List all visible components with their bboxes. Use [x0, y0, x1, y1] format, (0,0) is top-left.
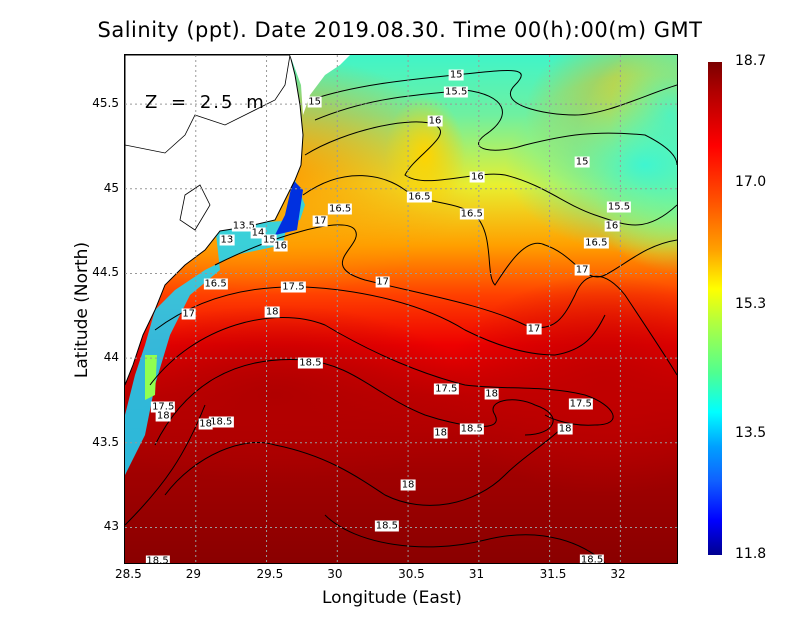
- contour-label: 18.5: [298, 357, 323, 369]
- contour-label: 17: [181, 308, 197, 320]
- contour-label: 16.5: [584, 237, 609, 249]
- y-tick-label: 44: [103, 350, 119, 365]
- contour-label: 17: [574, 264, 590, 276]
- contour-label: 16.5: [407, 191, 432, 203]
- contour-label: 16: [470, 171, 485, 183]
- contour-label: 15: [261, 234, 277, 246]
- contour-label: 16: [604, 220, 620, 232]
- contour-label: 18: [433, 427, 448, 439]
- coastal-blue-patch: [275, 180, 303, 235]
- contour-label: 18: [264, 306, 280, 318]
- contour-label: 16.5: [203, 278, 228, 290]
- x-tick-label: 30.5: [398, 567, 425, 581]
- x-tick-label: 28.5: [115, 567, 142, 581]
- contour-label: 15: [307, 96, 323, 108]
- x-tick-label: 30: [327, 567, 343, 581]
- y-tick-label: 43: [103, 519, 119, 534]
- contour-label: 15.5: [444, 86, 469, 98]
- colorbar-tick-label: 17.0: [735, 174, 767, 191]
- y-axis-title: Latitude (North): [72, 241, 92, 379]
- contour-label: 18.5: [145, 555, 170, 563]
- x-axis-title: Longitude (East): [322, 588, 462, 608]
- contour-label: 15: [574, 156, 590, 168]
- contour-label: 18: [484, 388, 499, 400]
- contour-label: 18: [155, 410, 171, 422]
- land-lake-coast: [179, 184, 211, 231]
- contour-label: 16: [427, 115, 443, 127]
- y-tick-label: 43.5: [92, 434, 119, 449]
- x-tick-label: 32: [610, 567, 626, 581]
- colorbar-tick-label: 18.7: [735, 53, 767, 69]
- contour-label: 15.5: [606, 201, 632, 213]
- colorbar-tick-label: 13.5: [735, 424, 767, 441]
- contour-label: 18.5: [209, 416, 234, 428]
- contour-label: 18.5: [579, 554, 605, 563]
- contour-label: 17.5: [568, 398, 593, 410]
- contour-label: 18: [400, 479, 416, 491]
- salinity-map: 15 15 15.5 16 15 16 16.5 16.5 17 16.5 15.5 16 16.5 17…: [125, 55, 677, 563]
- colorbar: [708, 62, 722, 555]
- coastal-low-salinity: [125, 180, 305, 475]
- x-tick-label: 29: [185, 567, 202, 581]
- colorbar-tick-label: 15.3: [735, 295, 767, 312]
- contour-label: 14: [250, 227, 266, 239]
- contour-label: 17: [375, 276, 390, 288]
- contour-label: 17: [312, 215, 328, 227]
- colorbar-tick-label: 11.8: [735, 546, 767, 562]
- contour-label: 18.5: [459, 423, 484, 435]
- y-tick-label: 44.5: [92, 265, 119, 280]
- contour-label: 17.5: [434, 383, 459, 395]
- x-tick-label: 29.5: [256, 567, 284, 581]
- contour-label: 16.5: [459, 208, 484, 220]
- contour-label: 17.5: [151, 401, 176, 413]
- land-white-north: [290, 55, 350, 115]
- contour-label: 16.5: [327, 203, 353, 215]
- contour-lines: [125, 70, 677, 563]
- contour-label: 13: [219, 234, 235, 246]
- contour-label: 18: [198, 418, 214, 430]
- chart-title: Salinity (ppt). Date 2019.08.30. Time 00…: [97, 18, 703, 42]
- contour-label: 13.5: [231, 220, 257, 232]
- x-tick-label: 31.5: [539, 567, 567, 581]
- y-tick-label: 45: [103, 180, 119, 195]
- contour-label: 18: [557, 423, 573, 435]
- land-island-coast: [125, 55, 291, 154]
- contour-label: 16: [273, 240, 289, 252]
- coastal-green-patch: [145, 355, 157, 400]
- x-tick-label: 31: [468, 567, 485, 581]
- contour-label: 18.5: [374, 520, 399, 532]
- contour-label: 17.5: [281, 281, 306, 293]
- depth-label: Z = 2.5 m: [145, 92, 266, 113]
- contour-label: 17: [526, 323, 542, 335]
- contour-label: 15: [448, 69, 464, 81]
- y-tick-label: 45.5: [92, 96, 119, 111]
